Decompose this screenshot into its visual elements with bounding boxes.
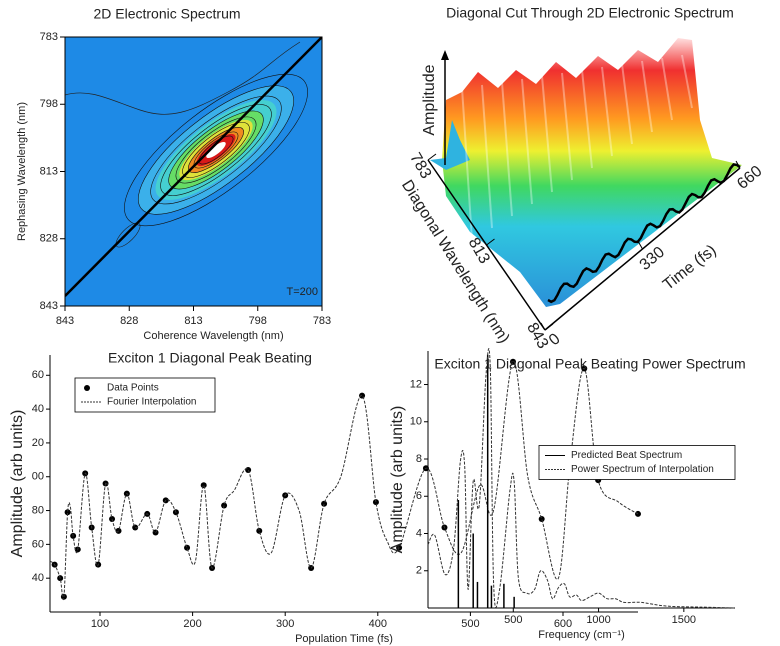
contour-line [175, 116, 257, 184]
legend-swatch [84, 385, 90, 391]
surface-ridge [641, 60, 653, 133]
y-tick-label: 40 [32, 572, 44, 584]
y-tick-label: 40 [32, 403, 44, 415]
x-tick-label: 783 [313, 315, 331, 327]
x-axis-label: Population Time (fs) [295, 633, 393, 645]
contour-line [198, 135, 234, 165]
curve [427, 348, 736, 609]
annotation: T=200 [287, 286, 319, 298]
y-tick-label: 330 [637, 244, 668, 274]
y-tick-label: 843 [40, 300, 58, 312]
x-tick-label: 200 [183, 618, 201, 630]
x-axis-label: Frequency (cm⁻¹) [538, 629, 625, 641]
legend-label: Predicted Beat Spectrum [571, 450, 682, 461]
x-tick-label: 600 [554, 618, 572, 630]
surface-ridge [481, 84, 493, 229]
legend-label: Fourier Interpolation [107, 397, 197, 408]
y-tick-label: 4 [416, 527, 422, 539]
z-axis-arrow [441, 50, 449, 60]
x-tick-label: 400 [369, 618, 387, 630]
surface-ridge [581, 69, 593, 169]
surface-ridge [461, 87, 473, 241]
surface-ridge [561, 72, 573, 181]
data-point [64, 509, 71, 516]
y-axis-label: Amplitude (arb units) [389, 406, 406, 554]
chart-title: Diagonal Cut Through 2D Electronic Spect… [446, 5, 734, 21]
surface-ridge [601, 66, 613, 157]
y-tick-label: 6 [416, 490, 422, 502]
legend [74, 377, 216, 413]
legend-label: Power Spectrum of Interpolation [571, 464, 714, 475]
y-tick-label: 783 [40, 31, 58, 43]
chart-title: Exciton 1 Diagonal Peak Beating [108, 350, 312, 366]
y-tick [540, 322, 546, 331]
y-tick-label: 813 [40, 165, 58, 177]
contour-line [150, 95, 282, 205]
x-tick-label: 843 [56, 315, 74, 327]
curve [49, 361, 639, 600]
y-tick-label: 798 [40, 98, 58, 110]
contour-line [168, 110, 264, 190]
y-axis-label: Rephasing Wavelength (nm) [16, 102, 28, 241]
y-tick-label: 12 [410, 378, 422, 390]
chart-title: 2D Electronic Spectrum [93, 6, 240, 22]
x-tick-label: 1000 [586, 614, 610, 626]
surface-side [430, 120, 470, 170]
y-tick-label: 828 [40, 233, 58, 245]
y-tick-label: 60 [32, 538, 44, 550]
y-tick-label: 00 [32, 471, 44, 483]
surface-ridge [521, 78, 533, 205]
y-tick [735, 160, 741, 169]
x-tick [544, 323, 554, 331]
contour-line [160, 104, 272, 196]
contour-line [124, 73, 308, 227]
x-tick-label: 500 [504, 614, 522, 626]
diagonal-trace [547, 163, 741, 304]
z-axis-label: Amplitude [421, 64, 438, 135]
y-tick-label: 20 [32, 437, 44, 449]
y-tick [638, 241, 643, 250]
x-tick-label: 300 [276, 618, 294, 630]
x-tick-label: 500 [461, 618, 479, 630]
contour-line [137, 85, 295, 215]
contour-field [65, 37, 322, 297]
contour-band [206, 141, 226, 159]
data-point [245, 466, 252, 473]
data-point [635, 510, 641, 517]
surface-ridge [501, 81, 513, 217]
x-tick [427, 153, 437, 161]
surface [442, 38, 742, 307]
x-tick [486, 238, 495, 246]
y-axis-label: Amplitude (arb units) [9, 410, 26, 558]
y-tick-label: 0 [546, 330, 564, 349]
x-tick-label: 100 [91, 618, 109, 630]
legend [538, 445, 736, 480]
x-tick-label: 783 [406, 150, 434, 182]
surface-ridge [541, 75, 553, 193]
data-point [109, 516, 116, 523]
y-tick-label: 2 [416, 565, 422, 577]
y-tick-label: 80 [32, 504, 44, 516]
legend-label: Data Points [107, 383, 159, 394]
contour-line [65, 41, 301, 115]
surface-ridge [681, 54, 693, 109]
x-tick-label: 828 [120, 315, 138, 327]
diagonal-line [65, 37, 322, 297]
chart-title: Exciton 1 Diagonal Peak Beating Power Sp… [434, 356, 745, 372]
y-tick-label: 8 [416, 453, 422, 465]
y-tick-label: 10 [410, 416, 422, 428]
data-point [132, 524, 139, 531]
x-tick-label: 813 [184, 315, 202, 327]
x-tick-label: 798 [249, 315, 267, 327]
surface-ridge [621, 63, 633, 145]
x-tick-label: 1500 [672, 614, 696, 626]
surface-ridge [661, 57, 673, 121]
y-axis-label: Time (fs) [660, 242, 720, 294]
x-axis-label: Coherence Wavelength (nm) [143, 330, 283, 342]
contour-line [115, 222, 141, 248]
y-tick-label: 60 [32, 369, 44, 381]
